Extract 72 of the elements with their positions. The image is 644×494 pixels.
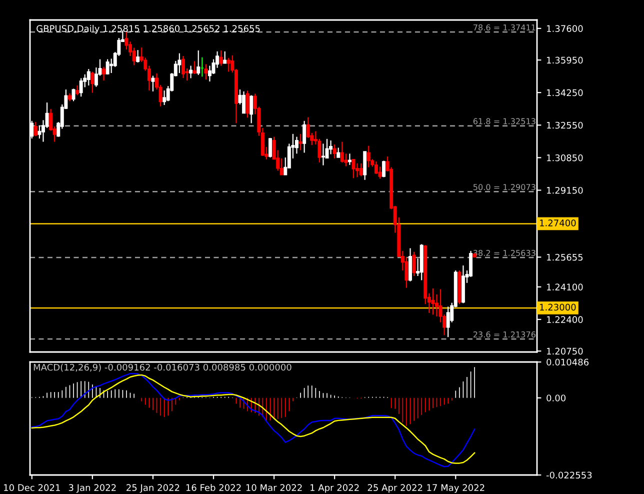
candlestick (366, 145, 370, 168)
ref-line-label: 1.27400 (540, 220, 576, 226)
y-tick-label: 1.24100 (547, 284, 583, 290)
candlestick (223, 50, 227, 64)
candlestick (382, 160, 386, 178)
text: GBPUSD,Daily 1.25815 1.25860 1.25652 1.25655 (36, 24, 260, 34)
x-tick-label: 10 Dec 2021 (4, 484, 60, 492)
y-tick-label: 1.37600 (547, 25, 583, 32)
y-tick-label: 0.00 (546, 394, 566, 402)
candlestick (332, 144, 336, 159)
candlestick (226, 57, 230, 72)
candlestick (76, 84, 80, 96)
candlestick (242, 90, 246, 114)
y-tick-label: 1.34250 (547, 89, 583, 96)
candlestick (336, 147, 340, 158)
candlestick (204, 64, 208, 80)
y-tick-label: 1.30850 (547, 154, 583, 162)
candlestick (181, 55, 185, 79)
candlestick (192, 60, 196, 75)
candlestick (348, 153, 352, 166)
candlestick (412, 251, 416, 277)
candlestick (106, 58, 110, 75)
x-tick-label: 25 Apr 2022 (368, 484, 422, 493)
candlestick (178, 52, 182, 74)
x-tick-label: 1 Apr 2022 (310, 484, 359, 493)
y-tick-label: 1.35950 (547, 56, 583, 64)
candlestick (431, 288, 435, 316)
y-tick-label: 1.25655 (547, 254, 583, 261)
candlestick (151, 75, 155, 92)
candlestick (302, 120, 306, 154)
y-tick-label: 1.29150 (547, 186, 583, 194)
x-tick-label: 10 Mar 2022 (246, 484, 302, 492)
x-tick-label: 17 May 2022 (427, 484, 484, 493)
candlestick (102, 66, 106, 82)
y-tick-label: 1.20750 (547, 348, 583, 355)
candlestick (298, 133, 302, 151)
candlestick (86, 68, 90, 86)
candlestick (196, 50, 200, 76)
candlestick (219, 50, 223, 66)
y-tick-label: 0.010486 (546, 358, 589, 366)
candlestick (329, 140, 333, 155)
candlestick (250, 94, 254, 124)
y-tick-label: -0.022553 (546, 472, 592, 479)
candlestick (321, 143, 325, 166)
candlestick (446, 306, 450, 338)
candlestick (295, 136, 298, 154)
ref-line-label: 61.8 = 1.32513 (473, 118, 536, 124)
x-tick-label: 3 Jan 2022 (68, 484, 116, 493)
candlestick (374, 160, 378, 174)
candlestick (136, 50, 140, 64)
ref-line-label: 23.6 = 1.21376 (473, 331, 536, 338)
candlestick (79, 78, 83, 98)
x-tick-label: 16 Feb 2022 (186, 484, 241, 492)
y-tick-label: 1.22400 (547, 316, 583, 324)
ref-line-label: 78.6 = 1.37411 (474, 24, 536, 30)
candlestick (340, 141, 344, 164)
candlestick (72, 88, 76, 102)
candlestick (34, 121, 38, 137)
candlestick (363, 150, 367, 180)
ref-line-label: 1.23000 (540, 304, 576, 311)
candlestick (162, 90, 166, 106)
candlestick (408, 248, 412, 282)
candlestick (268, 137, 272, 158)
y-tick-label: 1.32550 (547, 122, 583, 129)
chart-title: MACD(12,26,9) -0.009162 -0.016073 0.008985 0.000000 (34, 364, 292, 372)
candlestick (189, 65, 193, 79)
x-tick-label: 25 Jan 2022 (126, 484, 180, 493)
ref-line-label: 50.0 = 1.29073 (473, 184, 536, 190)
candlestick (90, 71, 94, 94)
candlestick (356, 162, 360, 178)
candlestick (359, 162, 363, 177)
candlestick (246, 90, 250, 118)
